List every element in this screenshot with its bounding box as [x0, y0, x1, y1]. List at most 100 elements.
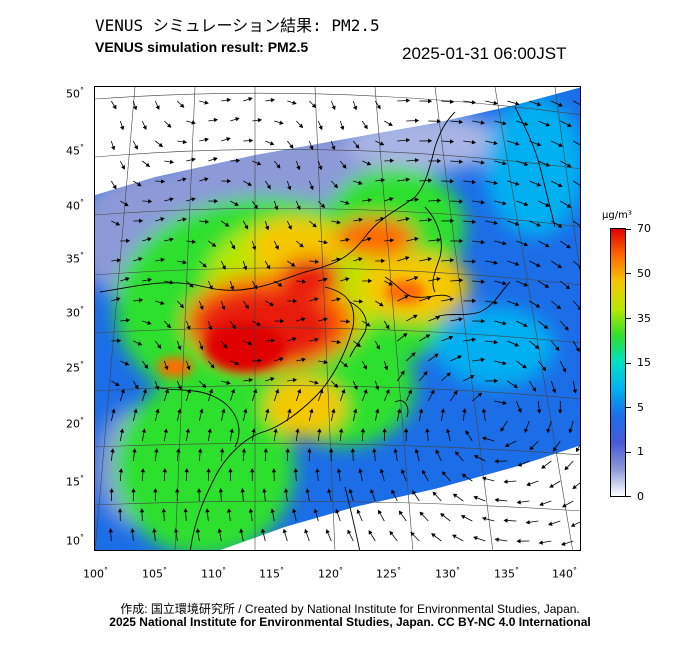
wind-arrowhead [311, 103, 317, 108]
wind-arrowhead [248, 138, 254, 143]
wind-arrowhead [538, 540, 544, 545]
wind-arrowhead [515, 101, 520, 106]
wind-arrowhead [481, 476, 487, 481]
wind-arrowhead [301, 279, 307, 284]
wind-arrowhead [465, 430, 470, 435]
wind-arrowhead [210, 364, 215, 369]
wind-arrowhead [568, 428, 573, 434]
wind-arrowhead [523, 201, 529, 207]
wind-arrowhead [480, 357, 486, 363]
wind-arrow [573, 140, 580, 146]
wind-arrowhead [356, 342, 361, 348]
wind-arrowhead [298, 123, 304, 129]
wind-arrowhead [184, 468, 189, 473]
lat-label-35: 35° [66, 251, 84, 266]
wind-arrowhead [195, 528, 201, 533]
wind-arrowhead [471, 139, 477, 145]
wind-arrowhead [211, 242, 217, 247]
wind-arrowhead [558, 409, 563, 414]
wind-arrowhead [285, 448, 290, 453]
wind-arrowhead [425, 428, 430, 433]
wind-arrowhead [177, 408, 182, 413]
wind-arrowhead [379, 468, 385, 474]
wind-arrowhead [109, 488, 114, 493]
wind-arrowhead [452, 534, 457, 539]
wind-arrowhead [458, 278, 464, 283]
colorbar-unit: μg/m³ [602, 210, 632, 221]
wind-arrowhead [297, 388, 302, 394]
wind-arrowhead [579, 226, 580, 229]
wind-arrowhead [132, 448, 137, 453]
wind-arrowhead [347, 529, 352, 535]
wind-arrowhead [381, 258, 386, 264]
wind-arrowhead [208, 325, 213, 331]
wind-arrowhead [219, 448, 225, 453]
wind-arrowhead [182, 217, 187, 222]
wind-arrowhead [125, 238, 131, 243]
wind-arrowhead [253, 284, 258, 290]
wind-arrowhead [473, 495, 478, 500]
wind-arrowhead [494, 497, 499, 503]
wind-arrowhead [572, 484, 577, 490]
wind-arrowhead [271, 468, 277, 473]
colorbar-tick [626, 273, 631, 274]
lat-label-15: 15° [66, 474, 84, 489]
wind-arrowhead [116, 258, 122, 263]
wind-arrowhead [226, 137, 231, 142]
wind-arrowhead [191, 157, 196, 162]
lon-label-115: 115° [259, 566, 284, 581]
wind-arrowhead [265, 225, 270, 231]
wind-arrowhead [557, 223, 563, 228]
wind-arrowhead [189, 283, 194, 288]
wind-arrowhead [335, 508, 340, 514]
wind-arrowhead [481, 318, 486, 324]
wind-arrowhead [570, 522, 576, 527]
wind-arrowhead [160, 300, 165, 305]
wind-arrowhead [389, 197, 394, 202]
wind-arrowhead [426, 296, 432, 301]
wind-arrowhead [112, 104, 117, 110]
wind-arrowhead [275, 388, 280, 394]
wind-arrowhead [366, 161, 372, 166]
lat-label-20: 20° [66, 416, 84, 431]
pm25-map[interactable] [94, 86, 581, 551]
wind-arrowhead [457, 355, 462, 360]
wind-arrowhead [341, 388, 346, 394]
colorbar-label-70: 70 [637, 222, 651, 235]
colorbar-tick [626, 229, 631, 230]
forecast-timestamp: 2025-01-31 06:00JST [402, 44, 567, 63]
wind-arrowhead [136, 182, 142, 187]
wind-arrowhead [536, 263, 541, 267]
wind-arrowhead [224, 222, 230, 227]
wind-arrowhead [345, 200, 350, 205]
wind-arrowhead [147, 277, 152, 283]
wind-arrowhead [446, 428, 451, 433]
wind-arrowhead [385, 324, 390, 330]
wind-arrowhead [338, 428, 344, 433]
wind-arrowhead [231, 324, 236, 330]
wind-arrowhead [546, 428, 551, 434]
wind-arrowhead [353, 385, 358, 390]
wind-arrowhead [480, 279, 486, 284]
wind-arrowhead [218, 488, 224, 493]
wind-arrowhead [223, 344, 228, 349]
wind-arrowhead [545, 122, 551, 127]
colorbar-label-5: 5 [637, 401, 644, 414]
wind-arrowhead [299, 243, 304, 248]
wind-arrowhead [403, 428, 409, 433]
wind-arrowhead [575, 447, 580, 453]
wind-arrowhead [548, 521, 553, 526]
lat-label-50: 50° [66, 86, 84, 101]
wind-arrowhead [118, 468, 124, 473]
wind-arrowhead [452, 493, 458, 498]
wind-arrowhead [307, 448, 312, 453]
outside-domain-mask [95, 87, 580, 550]
wind-arrowhead [186, 388, 192, 394]
wind-arrowhead [414, 118, 420, 123]
wind-arrowhead [247, 181, 252, 186]
wind-arrow [573, 100, 580, 106]
wind-arrowhead [292, 508, 297, 513]
wind-arrowhead [185, 428, 190, 433]
wind-arrowhead [418, 408, 424, 413]
wind-arrowhead [402, 333, 408, 338]
